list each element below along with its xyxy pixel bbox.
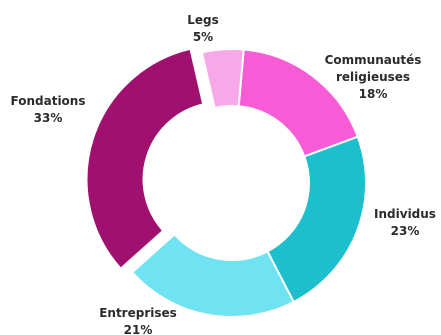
slice-entreprises <box>130 232 296 318</box>
slice-label-entreprises: Entreprises 21% <box>99 306 177 335</box>
slice-value-label: 33% <box>34 111 63 125</box>
slice-value-label: 23% <box>391 224 420 238</box>
slice-name-label: Legs <box>187 13 219 27</box>
donut-slices <box>85 47 367 318</box>
slice-label-fondations: Fondations 33% <box>11 94 86 125</box>
slice-value-label: 18% <box>359 87 388 101</box>
slice-name-label: Entreprises <box>99 306 177 320</box>
slice-value-label: 5% <box>193 30 213 44</box>
slice-legs <box>200 48 245 110</box>
slice-label-communautes-religieuses: Communautés religieuses 18% <box>325 53 422 101</box>
slice-name-label: Fondations <box>11 94 86 108</box>
slice-name-label: Communautés <box>325 53 422 67</box>
slice-fondations <box>85 47 205 271</box>
slice-name-label: religieuses <box>336 70 410 84</box>
slice-label-legs: Legs 5% <box>187 13 219 44</box>
slice-label-individus: Individus 23% <box>374 207 436 238</box>
slice-name-label: Individus <box>374 207 436 221</box>
slice-individus <box>266 135 367 304</box>
slice-value-label: 21% <box>124 323 153 335</box>
slice-labels: Communautés religieuses 18% Individus 23% Ent… <box>11 13 436 335</box>
